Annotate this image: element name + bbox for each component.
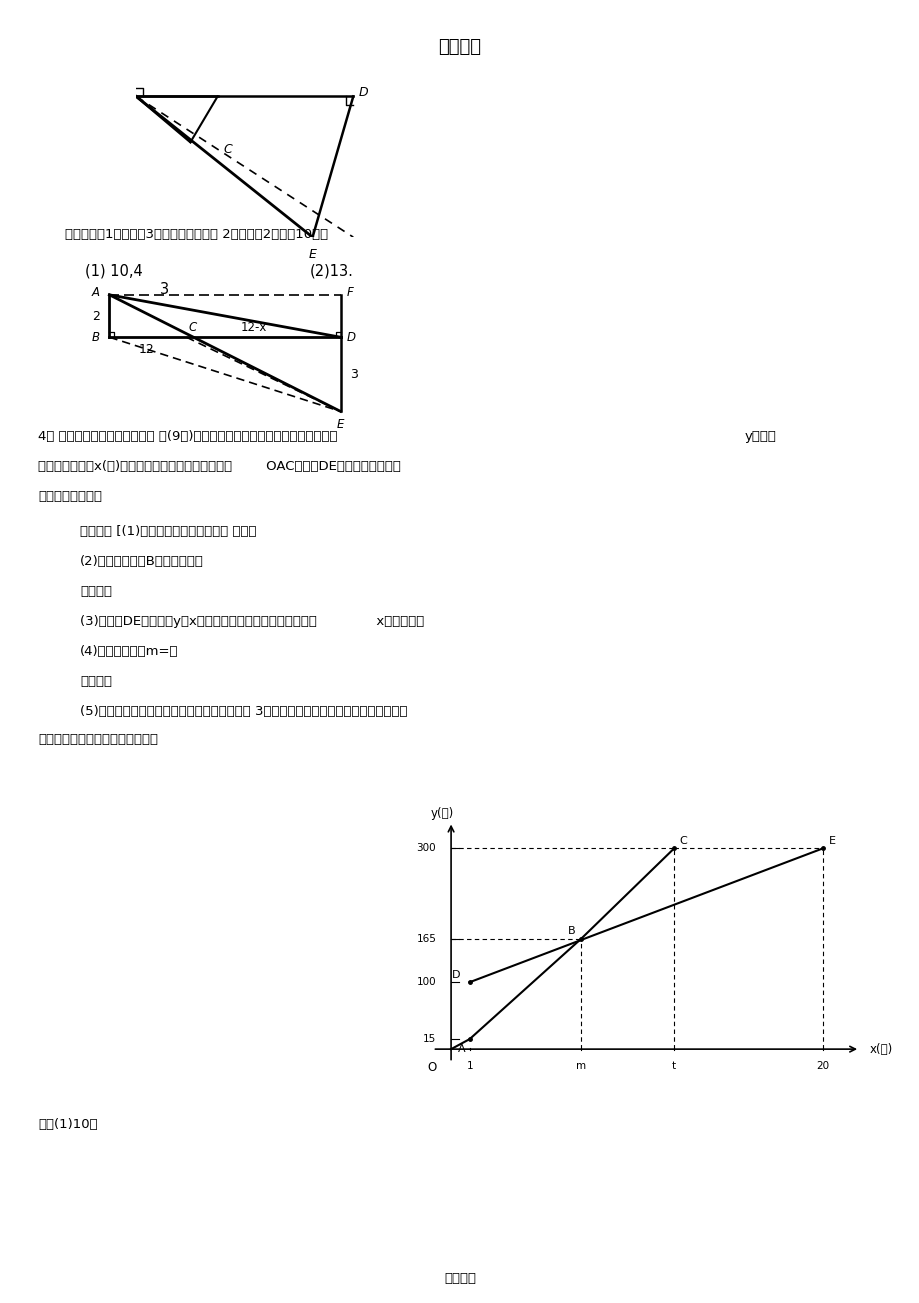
Text: 2: 2 <box>92 310 99 323</box>
Text: B: B <box>92 331 99 344</box>
Text: m: m <box>575 1061 585 1071</box>
Text: (2)13.: (2)13. <box>310 263 354 278</box>
Text: B: B <box>567 926 575 936</box>
Text: 12: 12 <box>138 343 153 356</box>
Text: C: C <box>222 143 232 155</box>
Text: 此时小强距地面的高度是多少米？: 此时小强距地面的高度是多少米？ <box>38 734 158 747</box>
Text: t: t <box>672 1061 675 1071</box>
Text: 3: 3 <box>350 367 357 380</box>
Text: 图象理解: 图象理解 <box>80 585 112 598</box>
Text: (1) 10,4: (1) 10,4 <box>85 263 142 278</box>
Text: E: E <box>827 835 834 846</box>
Text: 信息读取 [(1)爸爸登山的速度是每分钟 一米；: 信息读取 [(1)爸爸登山的速度是每分钟 一米； <box>80 525 256 538</box>
Text: 欢迎下载: 欢迎下载 <box>444 1272 475 1285</box>
Text: (5)若小强提速后，他登山的速度是爸爸速度的 3倍，间：小强登山多长时间时开始提速？: (5)若小强提速后，他登山的速度是爸爸速度的 3倍，间：小强登山多长时间时开始提… <box>80 705 407 718</box>
Text: C: C <box>679 835 686 846</box>
Text: 3: 3 <box>160 281 169 297</box>
Text: C: C <box>188 321 197 334</box>
Text: 15: 15 <box>423 1035 436 1044</box>
Text: E: E <box>308 248 316 261</box>
Text: 165: 165 <box>416 934 436 943</box>
Text: A: A <box>458 1045 465 1054</box>
Text: D: D <box>358 86 368 99</box>
Text: 象进行以下探究：: 象进行以下探究： <box>38 490 102 503</box>
Text: O: O <box>427 1061 437 1074</box>
Text: y(米): y(米) <box>430 807 453 820</box>
Text: 12-x: 12-x <box>241 321 267 334</box>
Text: (4)计算、填空；m=；: (4)计算、填空；m=； <box>80 645 178 658</box>
Text: F: F <box>346 287 353 300</box>
Text: 精品资源: 精品资源 <box>438 38 481 56</box>
Text: (3)求线段DE所表示的y与x之间的函数关系式，并写出自变量              x的取值范围: (3)求线段DE所表示的y与x之间的函数关系式，并写出自变量 x的取值范围 <box>80 615 424 628</box>
Text: 100: 100 <box>416 977 436 988</box>
Text: x(分): x(分) <box>868 1042 891 1055</box>
Text: 与小强登山时间x(分)之间的函数图象分别如图中折线        OAC和线段DE所示，根据函数图: 与小强登山时间x(分)之间的函数图象分别如图中折线 OAC和线段DE所示，根据函… <box>38 460 401 473</box>
Text: 1: 1 <box>466 1061 472 1071</box>
Text: 20: 20 <box>815 1061 829 1071</box>
Text: 4、 （河南西华县王营中学一摸 ）(9分)小强和爸爸上山游玩，两人距地面的高度: 4、 （河南西华县王营中学一摸 ）(9分)小强和爸爸上山游玩，两人距地面的高度 <box>38 430 337 443</box>
Text: D: D <box>451 969 460 980</box>
Text: y（米）: y（米） <box>744 430 776 443</box>
Text: E: E <box>336 418 344 431</box>
Text: 问题解决: 问题解决 <box>80 675 112 688</box>
Text: D: D <box>346 331 355 344</box>
Text: (2)请解释图中点B的实际意义：: (2)请解释图中点B的实际意义： <box>80 555 204 568</box>
Text: A: A <box>92 287 99 300</box>
Text: 解：(1)10；: 解：(1)10； <box>38 1118 97 1131</box>
Text: 答案：（第1小题每空3分，第二小题图形 2分，结论2分，共10分）: 答案：（第1小题每空3分，第二小题图形 2分，结论2分，共10分） <box>65 228 328 241</box>
Text: 300: 300 <box>416 843 436 853</box>
